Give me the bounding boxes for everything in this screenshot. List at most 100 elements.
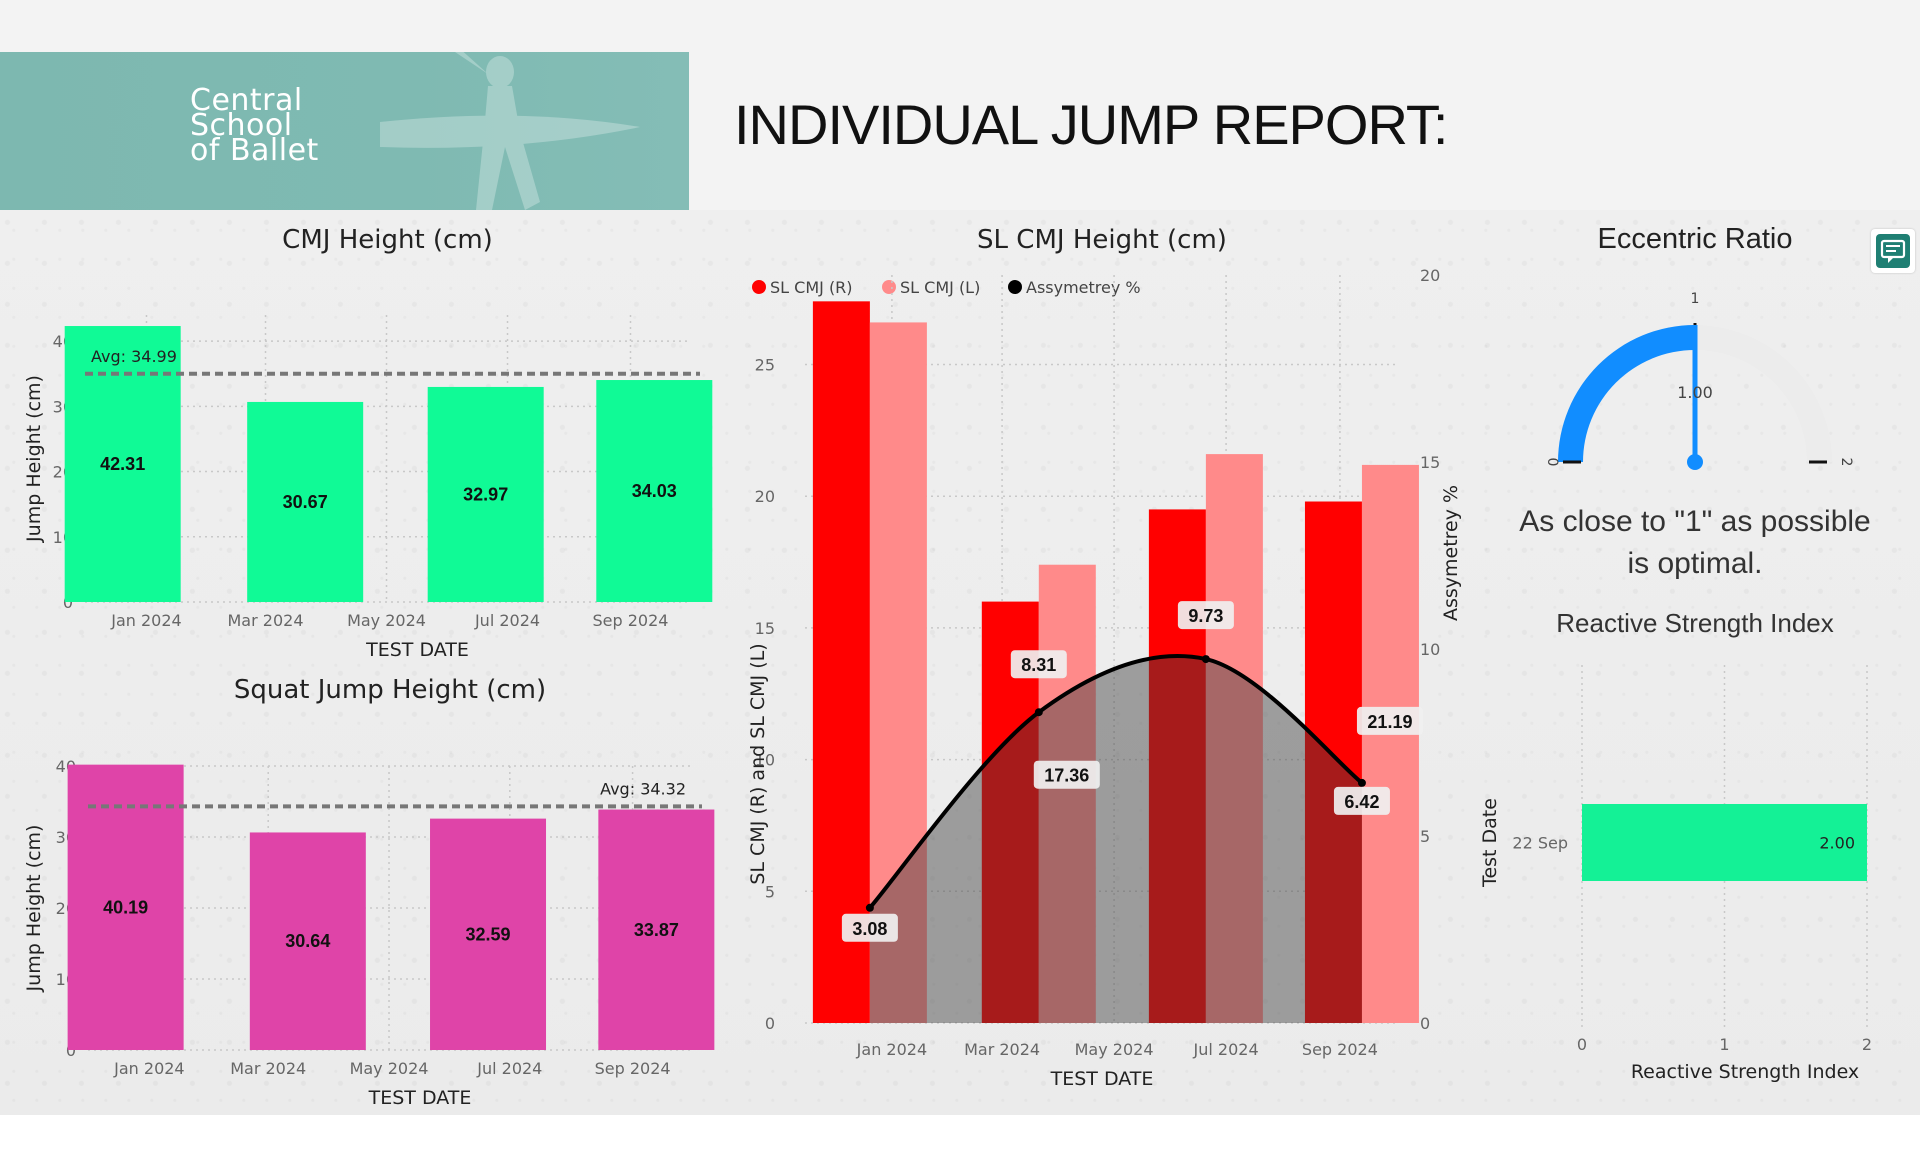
average-label: Avg: 34.32 bbox=[600, 779, 686, 798]
data-label: 6.42 bbox=[1344, 792, 1379, 812]
chart-title: CMJ Height (cm) bbox=[282, 225, 493, 255]
y2-tick-label: 15 bbox=[1420, 453, 1440, 472]
x-tick-label: Sep 2024 bbox=[1302, 1040, 1378, 1059]
bar-data-label: 42.31 bbox=[100, 454, 145, 474]
bar bbox=[64, 326, 181, 602]
comment-icon-wrap bbox=[1876, 234, 1910, 268]
bar-sl-cmj-right bbox=[1148, 509, 1206, 1023]
y-axis-title: SL CMJ (R) and SL CMJ (L) bbox=[747, 643, 769, 884]
chart-title: Reactive Strength Index bbox=[1556, 608, 1834, 638]
y-tick-label: 22 Sep bbox=[1512, 834, 1568, 853]
gauge-title: Eccentric Ratio bbox=[1597, 223, 1792, 255]
chart-title: SL CMJ Height (cm) bbox=[977, 225, 1227, 255]
sl-cmj-height-chart: SL CMJ Height (cm) SL CMJ (R) SL CMJ (L) As… bbox=[747, 225, 1462, 1090]
asymmetry-point bbox=[1201, 655, 1210, 664]
y2-tick-label: 10 bbox=[1420, 640, 1440, 659]
comment-button[interactable] bbox=[1871, 229, 1915, 273]
data-label: 17.36 bbox=[1044, 766, 1089, 786]
reactive-strength-index-chart: Reactive Strength Index 0 1 2 2.00 22 Sep Reac… bbox=[1479, 608, 1872, 1083]
data-label: 8.31 bbox=[1021, 655, 1056, 675]
x-tick-label: 2 bbox=[1862, 1035, 1872, 1054]
data-label-box bbox=[1177, 601, 1234, 630]
legend-marker bbox=[1008, 280, 1022, 294]
bar bbox=[67, 764, 184, 1050]
bar bbox=[249, 832, 366, 1050]
bar-sl-cmj-left bbox=[1038, 564, 1096, 1023]
x-tick-label: May 2024 bbox=[350, 1059, 429, 1078]
bar bbox=[247, 401, 364, 602]
gauge-needle-hub bbox=[1687, 454, 1703, 470]
asymmetry-point bbox=[865, 903, 874, 912]
data-label: 9.73 bbox=[1188, 606, 1223, 626]
bar-data-label: 40.19 bbox=[103, 897, 148, 917]
x-tick-label: 1 bbox=[1719, 1035, 1729, 1054]
bar-sl-cmj-left bbox=[1361, 464, 1419, 1023]
page-title: INDIVIDUAL JUMP REPORT: bbox=[734, 93, 1448, 156]
x-tick-label: Sep 2024 bbox=[595, 1059, 671, 1078]
x-tick-label: Jul 2024 bbox=[1193, 1040, 1259, 1059]
x-tick-label: Jan 2024 bbox=[856, 1040, 927, 1059]
chart-title: Squat Jump Height (cm) bbox=[234, 675, 546, 705]
legend-marker bbox=[882, 280, 896, 294]
bar-data-label: 32.59 bbox=[466, 924, 511, 944]
asymmetry-point bbox=[1357, 778, 1366, 787]
data-label-box bbox=[1356, 706, 1423, 735]
gauge-note-line1: As close to "1" as possible bbox=[1519, 505, 1870, 538]
x-tick-label: Jan 2024 bbox=[110, 611, 181, 630]
bar bbox=[598, 809, 715, 1050]
legend-label: Assymetrey % bbox=[1026, 278, 1141, 297]
y-tick-label: 0 bbox=[765, 1014, 775, 1033]
x-axis-title: TEST DATE bbox=[365, 639, 469, 661]
bar-data-label: 30.67 bbox=[283, 492, 328, 512]
school-logo: Central School of Ballet bbox=[0, 52, 689, 210]
gauge-note-line2: is optimal. bbox=[1627, 547, 1762, 580]
y-tick-label: 25 bbox=[755, 356, 775, 375]
asymmetry-area bbox=[869, 656, 1362, 1023]
bar-sl-cmj-right bbox=[1304, 501, 1362, 1023]
dancer-silhouette-icon bbox=[380, 52, 640, 210]
asymmetry-point bbox=[1034, 708, 1043, 717]
y2-tick-label: 5 bbox=[1420, 827, 1430, 846]
gauge-fill bbox=[1558, 325, 1695, 462]
x-tick-label: Mar 2024 bbox=[228, 611, 304, 630]
data-label-box bbox=[841, 913, 898, 942]
x-axis-title: TEST DATE bbox=[1050, 1068, 1154, 1090]
x-tick-label: Mar 2024 bbox=[964, 1040, 1040, 1059]
asymmetry-line bbox=[868, 654, 1364, 910]
x-tick-label: May 2024 bbox=[347, 611, 426, 630]
bar-sl-cmj-left bbox=[1205, 454, 1263, 1023]
y-axis-title: Jump Height (cm) bbox=[23, 375, 45, 543]
x-tick-label: Sep 2024 bbox=[593, 611, 669, 630]
y-tick-label: 20 bbox=[755, 487, 775, 506]
legend-marker bbox=[752, 280, 766, 294]
bottom-strip bbox=[0, 1115, 1920, 1152]
comment-icon bbox=[1880, 239, 1906, 263]
gauge-min-label: 0 bbox=[1544, 458, 1560, 467]
y-tick-label: 0 bbox=[63, 593, 73, 612]
x-axis-title: TEST DATE bbox=[368, 1087, 472, 1109]
data-label-box bbox=[1333, 786, 1390, 815]
gauge-value-label: 1.00 bbox=[1677, 383, 1713, 402]
y-tick-label: 15 bbox=[755, 619, 775, 638]
x-tick-label: Jul 2024 bbox=[474, 611, 540, 630]
y-tick-label: 0 bbox=[66, 1041, 76, 1060]
legend-label: SL CMJ (L) bbox=[900, 278, 980, 297]
x-tick-label: 0 bbox=[1577, 1035, 1587, 1054]
data-label-box bbox=[1010, 650, 1067, 679]
data-label: 3.08 bbox=[852, 919, 887, 939]
bar bbox=[427, 386, 544, 602]
bar-data-label: 33.87 bbox=[634, 920, 679, 940]
rsi-bar bbox=[1582, 804, 1867, 881]
rsi-bar-label: 2.00 bbox=[1819, 834, 1855, 853]
bar-sl-cmj-right bbox=[812, 301, 870, 1023]
gauge-max-label: 2 bbox=[1838, 458, 1854, 467]
eccentric-ratio-gauge: Eccentric Ratio 1 0 2 1.00 As close to "1" as… bbox=[1519, 223, 1870, 580]
y-tick-label: 10 bbox=[755, 751, 775, 770]
y2-tick-label: 20 bbox=[1420, 266, 1440, 285]
bar-sl-cmj-left bbox=[869, 322, 927, 1023]
data-label-box bbox=[1033, 760, 1100, 789]
bar-data-label: 30.64 bbox=[285, 931, 330, 951]
bar bbox=[430, 818, 547, 1050]
